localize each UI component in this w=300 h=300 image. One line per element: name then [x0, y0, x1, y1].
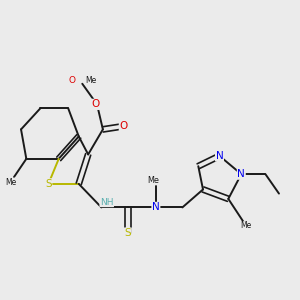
Text: NH: NH — [100, 198, 113, 207]
Text: N: N — [152, 202, 160, 212]
Text: O: O — [68, 76, 76, 85]
Text: Me: Me — [85, 76, 96, 85]
Text: S: S — [124, 228, 131, 238]
Text: S: S — [45, 179, 52, 189]
Text: Me: Me — [147, 176, 159, 185]
Text: N: N — [216, 151, 224, 161]
Text: Me: Me — [5, 178, 16, 187]
Text: N: N — [237, 169, 245, 179]
Text: O: O — [92, 99, 100, 110]
Text: O: O — [119, 122, 128, 131]
Text: Me: Me — [240, 221, 252, 230]
